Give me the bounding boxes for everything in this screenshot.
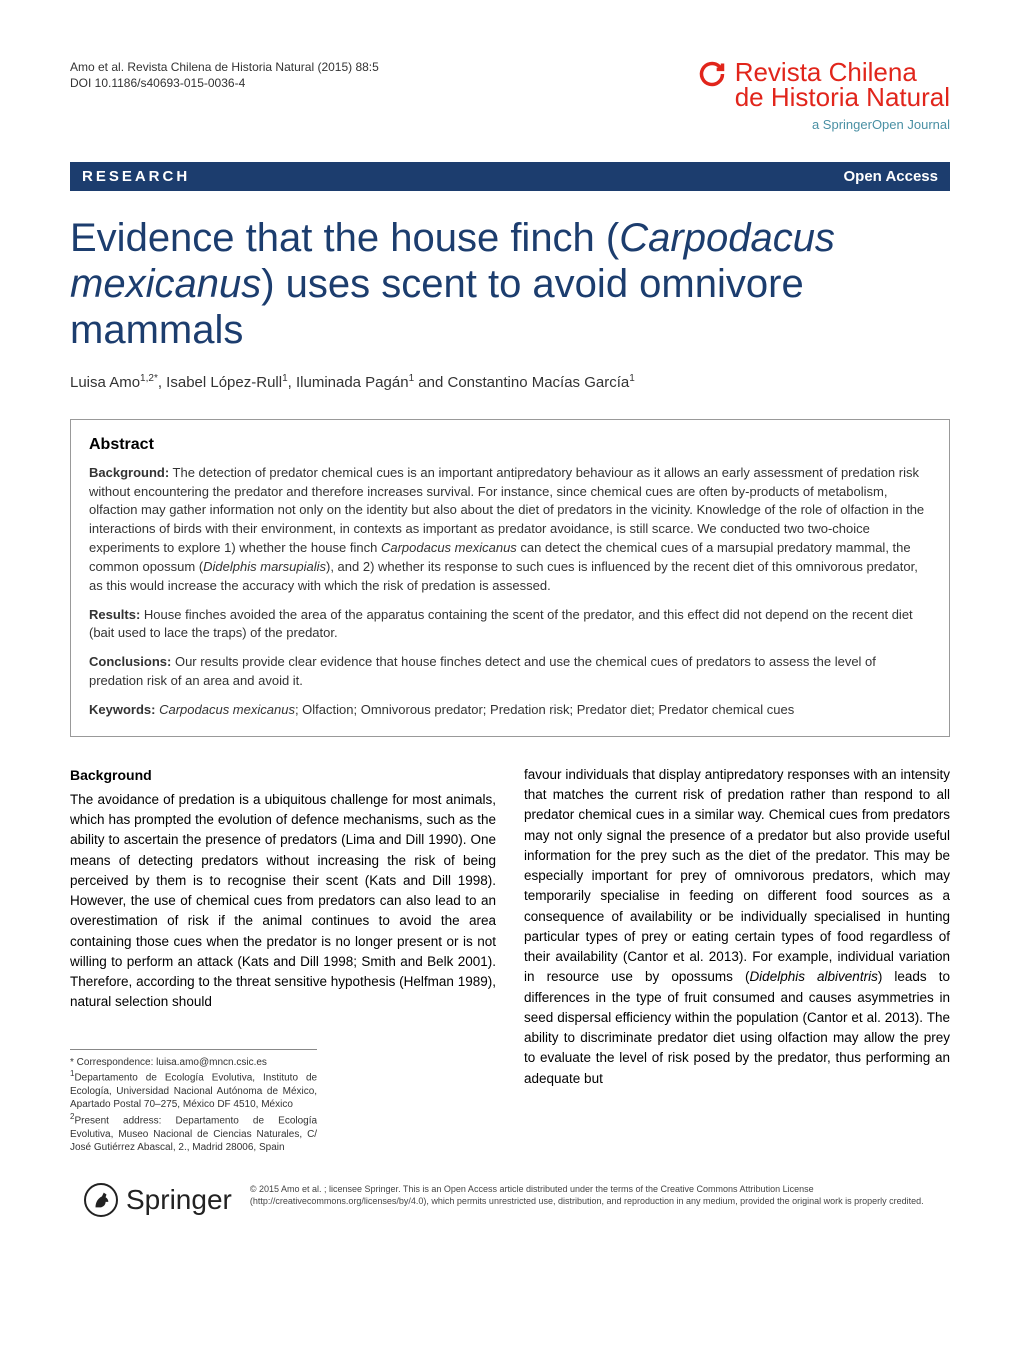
title-pre: Evidence that the house finch ( <box>70 216 619 260</box>
conclusions-label: Conclusions: <box>89 654 171 669</box>
brand-line2: de Historia Natural <box>735 82 950 112</box>
doi-text: DOI 10.1186/s40693-015-0036-4 <box>70 76 379 90</box>
bg-species-2: Didelphis marsupialis <box>203 559 326 574</box>
col2-text-a: favour individuals that display antipred… <box>524 767 950 985</box>
col2-text-b: ) leads to differences in the type of fr… <box>524 969 950 1085</box>
journal-brand: Revista Chilena de Historia Natural a Sp… <box>698 60 950 132</box>
keywords-label: Keywords: <box>89 702 155 717</box>
article-title: Evidence that the house finch (Carpodacu… <box>70 215 950 353</box>
col2-species: Didelphis albiventris <box>749 969 877 984</box>
abstract-box: Abstract Background: The detection of pr… <box>70 419 950 737</box>
citation-text: Amo et al. Revista Chilena de Historia N… <box>70 60 379 74</box>
column-right: favour individuals that display antipred… <box>524 765 950 1155</box>
affiliation-2: 2Present address: Departamento de Ecolog… <box>70 1112 317 1155</box>
col1-text: The avoidance of predation is a ubiquito… <box>70 792 496 1010</box>
author-4: and Constantino Macías García <box>414 374 629 391</box>
background-heading: Background <box>70 765 496 786</box>
springer-horse-icon <box>84 1183 118 1217</box>
conclusions-text: Our results provide clear evidence that … <box>89 654 876 688</box>
author-1-aff: 1,2* <box>140 373 158 384</box>
author-2: , Isabel López-Rull <box>158 374 282 391</box>
author-list: Luisa Amo1,2*, Isabel López-Rull 1 , Ilumi… <box>70 373 950 391</box>
abstract-background: Background: The detection of predator ch… <box>89 464 931 596</box>
kw-species: Carpodacus mexicanus <box>159 702 295 717</box>
results-label: Results: <box>89 607 140 622</box>
license-text: © 2015 Amo et al. ; licensee Springer. T… <box>250 1183 936 1207</box>
author-3: , Iluminada Pagán <box>288 374 409 391</box>
results-text: House finches avoided the area of the ap… <box>89 607 913 641</box>
section-label: RESEARCH <box>82 168 190 185</box>
refresh-icon <box>698 60 726 95</box>
abstract-keywords: Keywords: Carpodacus mexicanus; Olfactio… <box>89 701 931 720</box>
column-left: Background The avoidance of predation is… <box>70 765 496 1155</box>
section-bar: RESEARCH Open Access <box>70 162 950 191</box>
abstract-results: Results: House finches avoided the area … <box>89 606 931 644</box>
abstract-heading: Abstract <box>89 436 931 454</box>
brand-subtitle: a SpringerOpen Journal <box>698 117 950 132</box>
affiliation-1: 1Departamento de Ecología Evolutiva, Ins… <box>70 1069 317 1112</box>
keywords-rest: ; Olfaction; Omnivorous predator; Predat… <box>295 702 794 717</box>
footer-row: Springer © 2015 Amo et al. ; licensee Sp… <box>70 1183 950 1217</box>
aff-2-text: Present address: Departamento de Ecologí… <box>70 1115 317 1153</box>
correspondence: * Correspondence: luisa.amo@mncn.csic.es <box>70 1056 317 1070</box>
footnotes: * Correspondence: luisa.amo@mncn.csic.es… <box>70 1049 317 1155</box>
bg-species-1: Carpodacus mexicanus <box>381 540 517 555</box>
brand-title: Revista Chilena de Historia Natural <box>735 60 950 109</box>
author-1: Luisa Amo <box>70 374 140 391</box>
abstract-conclusions: Conclusions: Our results provide clear e… <box>89 653 931 691</box>
open-access-label: Open Access <box>844 168 939 185</box>
body-columns: Background The avoidance of predation is… <box>70 765 950 1155</box>
header-row: Amo et al. Revista Chilena de Historia N… <box>70 60 950 132</box>
aff-1-text: Departamento de Ecología Evolutiva, Inst… <box>70 1072 317 1110</box>
author-4-aff: 1 <box>629 373 635 384</box>
springer-text: Springer <box>126 1184 232 1216</box>
citation-block: Amo et al. Revista Chilena de Historia N… <box>70 60 379 92</box>
background-label: Background: <box>89 465 169 480</box>
springer-logo: Springer <box>84 1183 232 1217</box>
